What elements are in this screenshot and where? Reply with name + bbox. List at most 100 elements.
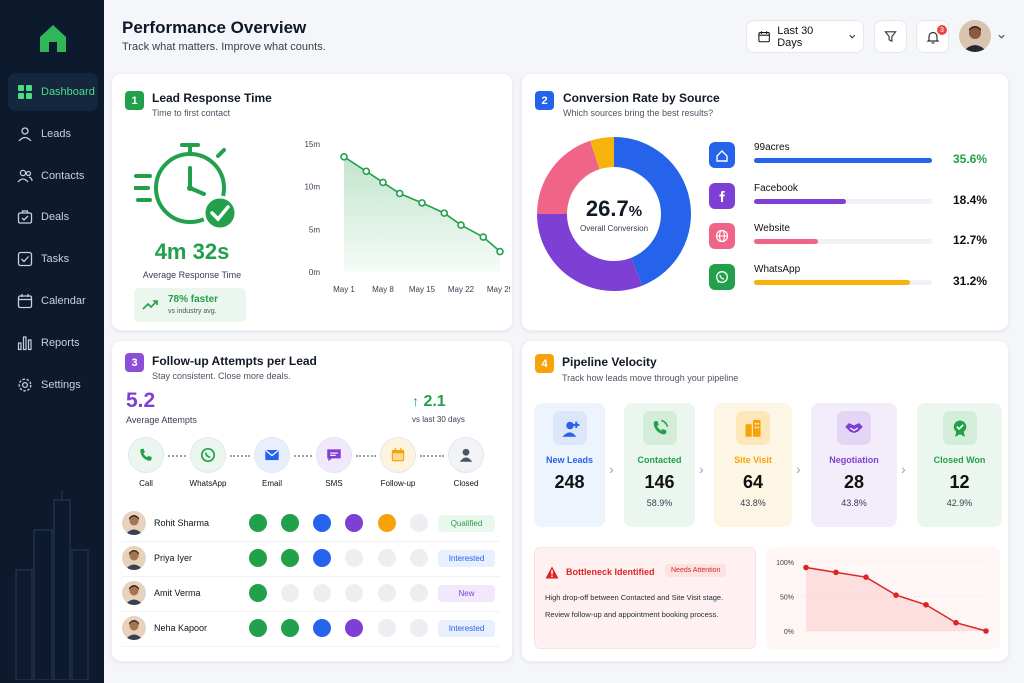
attempts-value: 5.2 [126,389,156,412]
nav-item-reports[interactable]: Reports [8,324,98,362]
step-email[interactable]: Email [246,437,298,488]
stage-label: Site Visit [734,455,772,465]
x-tick-label: May 8 [372,285,394,294]
lead-avatar [122,581,146,605]
attempts-delta-label: vs last 30 days [412,415,465,424]
nav-item-deals[interactable]: Deals [8,198,98,236]
building-icon [736,411,770,445]
email-icon [313,619,331,637]
dropoff-point[interactable] [923,601,929,608]
dropoff-point[interactable] [953,619,959,626]
attempts-delta: ↑ 2.1 [412,393,446,411]
date-range-dropdown[interactable]: Last 30 Days [746,20,864,53]
dropoff-point[interactable] [983,628,989,634]
card-title: Follow-up Attempts per Lead [152,354,317,368]
empty-step-icon [410,619,428,637]
response-point[interactable] [457,221,465,229]
nav-item-contacts[interactable]: Contacts [8,157,98,195]
step-connector [420,455,444,457]
stage-negotiation[interactable]: Negotiation 28 43.8% [811,403,897,527]
calendar-icon [380,437,416,473]
status-badge: New [438,585,495,602]
lead-row[interactable]: Amit Verma New [122,577,500,612]
stage-contacted[interactable]: Contacted 146 58.9% [624,403,695,527]
users-icon [17,169,33,183]
followup-steps: Call WhatsApp Email SMS Follow-up Closed [112,417,514,497]
nav-item-tasks[interactable]: Tasks [8,240,98,278]
lead-row[interactable]: Neha Kapoor Interested [122,612,500,647]
source-name: Website [754,223,790,234]
nav-item-calendar[interactable]: Calendar [8,282,98,320]
stage-label: New Leads [545,455,594,465]
donut-slice-facebook[interactable] [537,214,643,291]
calendar-icon [17,294,33,309]
date-range-label: Last 30 Days [777,24,814,49]
x-tick-label: May 15 [409,285,436,294]
card-title: Lead Response Time [152,91,272,105]
response-point[interactable] [496,247,504,256]
stage-value: 64 [742,472,764,492]
conversion-center-label: Overall Conversion [579,224,649,233]
faster-value: 78% faster [168,294,219,305]
bottleneck-line1: High drop-off between Contacted and Site… [545,593,724,602]
stage-label: Closed Won [933,455,986,465]
notifications-button[interactable]: 3 [916,20,949,53]
briefcase-icon [17,210,33,225]
bottleneck-title: Bottleneck Identified [566,567,655,577]
donut-slice-99acres[interactable] [614,137,691,286]
conversion-center-unit: % [628,203,643,220]
y-tick-label: 10m [304,183,320,192]
stage-closed-won[interactable]: Closed Won 12 42.9% [917,403,1002,527]
response-point[interactable] [340,152,348,161]
filter-button[interactable] [874,20,907,53]
card-subtitle: Time to first contact [152,108,231,118]
step-whatsapp[interactable]: WhatsApp [182,437,234,488]
phone-call-icon [642,411,677,445]
response-point[interactable] [379,178,387,187]
warning-icon [545,566,559,579]
donut-slice-website[interactable] [537,140,600,214]
nav-item-dashboard[interactable]: Dashboard [8,73,98,111]
user-avatar[interactable] [959,20,991,52]
response-point[interactable] [362,167,371,176]
card-subtitle: Stay consistent. Close more deals. [152,371,291,381]
person-icon [448,437,484,473]
followup-card: 3 Follow-up Attempts per Lead Stay consi… [111,340,513,662]
lead-name: Neha Kapoor [154,623,208,633]
response-point[interactable] [440,209,449,217]
donut-slice-whatsapp[interactable] [590,137,614,170]
step-label: WhatsApp [189,479,227,488]
lead-row[interactable]: Priya Iyer Interested [122,542,500,577]
step-follow-up[interactable]: Follow-up [372,437,424,488]
stage-site-visit[interactable]: Site Visit 64 43.8% [714,403,792,527]
phone-icon [249,619,267,637]
lead-row[interactable]: Rohit Sharma Qualified [122,507,500,542]
card-title: Pipeline Velocity [562,355,657,369]
y-tick-label: 100% [776,560,794,567]
nav-item-label: Contacts [41,169,85,182]
step-closed[interactable]: Closed [440,437,492,488]
response-point[interactable] [395,189,404,198]
response-point[interactable] [479,233,488,241]
card-title: Conversion Rate by Source [563,91,720,105]
dropoff-point[interactable] [833,569,839,576]
step-sms[interactable]: SMS [308,437,360,488]
user-icon [18,127,32,142]
source-percent: 31.2% [952,273,987,288]
nav-item-label: Settings [41,378,81,391]
home-logo-icon[interactable] [37,22,69,54]
chevron-down-icon[interactable] [997,32,1006,41]
dropoff-point[interactable] [803,564,809,571]
response-point[interactable] [418,199,426,207]
stage-new-leads[interactable]: New Leads 248 [534,403,605,527]
stage-value: 28 [843,472,865,492]
card-number-badge: 1 [125,91,144,110]
page-title: Performance Overview [122,18,307,37]
empty-step-icon [378,549,396,567]
step-call[interactable]: Call [120,437,172,488]
nav-item-settings[interactable]: Settings [8,366,98,404]
nav-item-leads[interactable]: Leads [8,115,98,153]
status-badge: Qualified [438,515,495,532]
dropoff-point[interactable] [893,592,899,598]
dropoff-point[interactable] [863,574,869,580]
